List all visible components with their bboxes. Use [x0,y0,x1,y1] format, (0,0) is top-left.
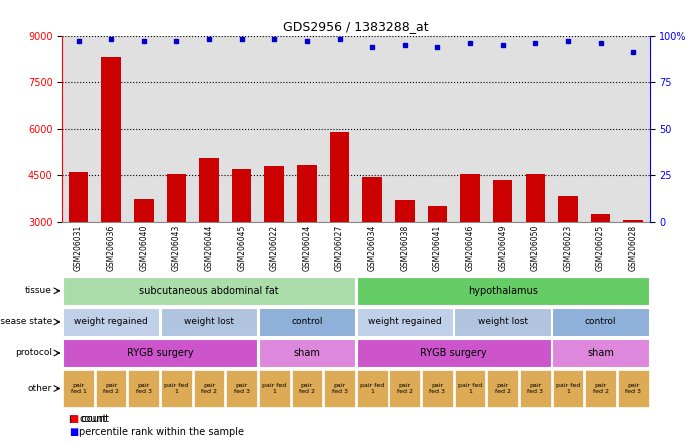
Text: pair
fed 2: pair fed 2 [103,383,119,394]
Text: pair
fed 2: pair fed 2 [397,383,413,394]
Text: protocol: protocol [15,349,52,357]
Text: ■: ■ [69,414,78,424]
Text: ■ count: ■ count [69,414,109,424]
Text: ■: ■ [69,427,78,437]
Text: RYGB surgery: RYGB surgery [420,348,487,358]
Bar [134,199,153,315]
Text: tissue: tissue [25,286,52,295]
Text: subcutaneous abdominal fat: subcutaneous abdominal fat [139,286,279,296]
Bar [199,159,219,315]
Bar [161,370,191,407]
Text: pair
fed 3: pair fed 3 [234,383,249,394]
Text: pair
fed 3: pair fed 3 [135,383,152,394]
Text: pair
fed 2: pair fed 2 [299,383,315,394]
Bar [63,370,94,407]
Bar [591,214,610,315]
Text: pair
fed 2: pair fed 2 [593,383,609,394]
Text: pair
fed 2: pair fed 2 [201,383,217,394]
Bar [585,370,616,407]
Bar [232,169,252,315]
Bar [68,172,88,315]
Bar [63,308,160,336]
Bar [623,221,643,315]
Bar [362,177,382,315]
Bar [63,277,355,305]
Bar [357,308,453,336]
Title: GDS2956 / 1383288_at: GDS2956 / 1383288_at [283,20,428,33]
Text: pair fed
1: pair fed 1 [556,383,580,394]
Text: pair
fed 3: pair fed 3 [429,383,446,394]
Text: percentile rank within the sample: percentile rank within the sample [79,427,245,437]
Text: pair
fed 3: pair fed 3 [332,383,348,394]
Bar [428,206,447,315]
Bar [357,277,649,305]
Bar [265,166,284,315]
Bar [520,370,551,407]
Text: control: control [291,317,323,326]
Bar [102,57,121,315]
Text: other: other [28,384,52,393]
Text: pair
fed 3: pair fed 3 [527,383,543,394]
Text: pair
fed 3: pair fed 3 [625,383,641,394]
Text: control: control [585,317,616,326]
Text: pair fed
1: pair fed 1 [360,383,384,394]
Bar [227,370,257,407]
Bar [395,200,415,315]
Text: pair
fed 1: pair fed 1 [70,383,86,394]
Bar [526,174,545,315]
Text: pair
fed 2: pair fed 2 [495,383,511,394]
Bar [357,370,388,407]
Bar [292,370,322,407]
Bar [422,370,453,407]
Bar [493,180,513,315]
Bar [487,370,518,407]
Bar [258,339,355,367]
Text: pair fed
1: pair fed 1 [458,383,482,394]
Text: hypothalamus: hypothalamus [468,286,538,296]
Bar [552,308,649,336]
Bar [297,165,316,315]
Bar [618,370,649,407]
Text: pair fed
1: pair fed 1 [164,383,189,394]
Text: sham: sham [294,348,321,358]
Bar [96,370,126,407]
Text: weight lost: weight lost [184,317,234,326]
Bar [63,339,257,367]
Bar [129,370,159,407]
Text: weight regained: weight regained [74,317,148,326]
Bar [161,308,257,336]
Text: disease state: disease state [0,317,52,326]
Bar [558,196,578,315]
Text: weight regained: weight regained [368,317,442,326]
Bar [455,370,485,407]
Bar [390,370,420,407]
Bar [455,308,551,336]
Text: weight lost: weight lost [477,317,528,326]
Text: pair fed
1: pair fed 1 [262,383,286,394]
Text: RYGB surgery: RYGB surgery [126,348,193,358]
Bar [552,339,649,367]
Bar [330,132,350,315]
Bar [193,370,225,407]
Bar [324,370,355,407]
Text: sham: sham [587,348,614,358]
Bar [553,370,583,407]
Bar [259,370,290,407]
Bar [357,339,551,367]
Bar [258,308,355,336]
Bar [460,174,480,315]
Bar [167,174,186,315]
Text: count: count [79,414,107,424]
